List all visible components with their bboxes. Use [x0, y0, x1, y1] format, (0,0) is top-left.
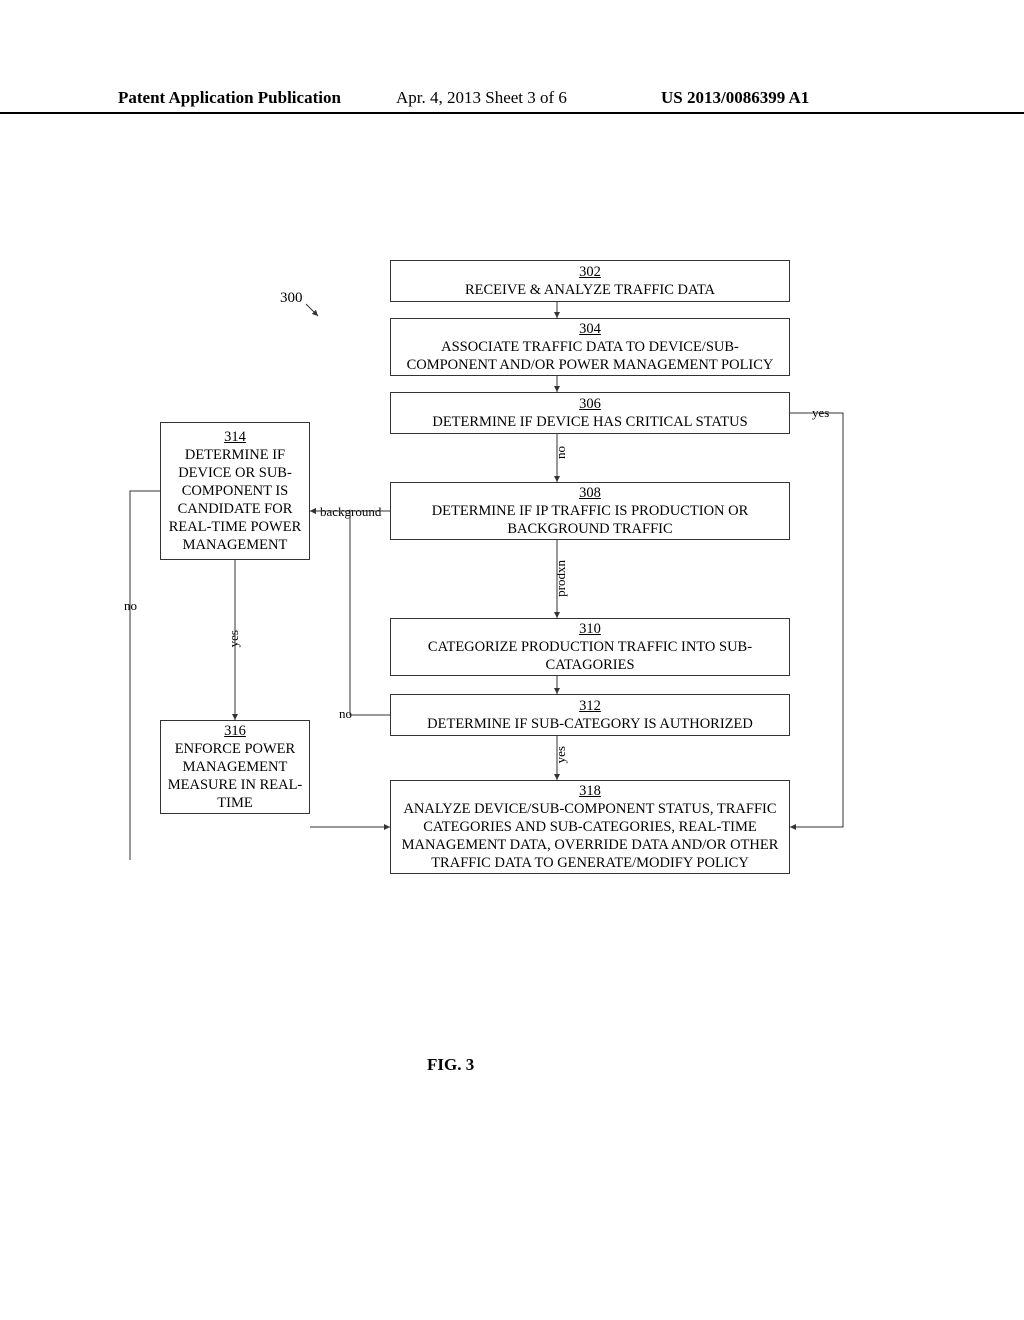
box-316-num: 316	[224, 722, 246, 740]
box-318-text: ANALYZE DEVICE/SUB-COMPONENT STATUS, TRA…	[397, 800, 783, 873]
box-318-num: 318	[579, 782, 601, 800]
box-308: 308 DETERMINE IF IP TRAFFIC IS PRODUCTIO…	[390, 482, 790, 540]
edge-314-yes: yes	[224, 630, 244, 647]
page-header: Patent Application Publication Apr. 4, 2…	[0, 88, 1024, 114]
edge-312-no: no	[337, 706, 354, 722]
edge-308-background: background	[318, 504, 383, 520]
box-312: 312 DETERMINE IF SUB-CATEGORY IS AUTHORI…	[390, 694, 790, 736]
box-312-num: 312	[579, 697, 601, 715]
box-308-num: 308	[579, 484, 601, 502]
box-302: 302 RECEIVE & ANALYZE TRAFFIC DATA	[390, 260, 790, 302]
box-314-num: 314	[224, 428, 246, 446]
box-316: 316 ENFORCE POWER MANAGEMENT MEASURE IN …	[160, 720, 310, 814]
box-314-text: DETERMINE IF DEVICE OR SUB-COMPONENT IS …	[167, 446, 303, 555]
box-310: 310 CATEGORIZE PRODUCTION TRAFFIC INTO S…	[390, 618, 790, 676]
box-308-text: DETERMINE IF IP TRAFFIC IS PRODUCTION OR…	[397, 502, 783, 538]
box-314: 314 DETERMINE IF DEVICE OR SUB-COMPONENT…	[160, 422, 310, 560]
header-right: US 2013/0086399 A1	[661, 88, 809, 108]
box-310-num: 310	[579, 620, 601, 638]
figure-label: FIG. 3	[427, 1055, 474, 1075]
box-302-text: RECEIVE & ANALYZE TRAFFIC DATA	[465, 281, 715, 299]
edge-306-no: no	[551, 446, 571, 459]
box-304: 304 ASSOCIATE TRAFFIC DATA TO DEVICE/SUB…	[390, 318, 790, 376]
box-304-text: ASSOCIATE TRAFFIC DATA TO DEVICE/SUB-COM…	[397, 338, 783, 374]
box-306-num: 306	[579, 395, 601, 413]
header-left: Patent Application Publication	[118, 88, 341, 108]
box-310-text: CATEGORIZE PRODUCTION TRAFFIC INTO SUB-C…	[397, 638, 783, 674]
box-318: 318 ANALYZE DEVICE/SUB-COMPONENT STATUS,…	[390, 780, 790, 874]
edge-308-prodxn: prodxn	[551, 560, 571, 597]
header-center: Apr. 4, 2013 Sheet 3 of 6	[396, 88, 567, 108]
box-302-num: 302	[579, 263, 601, 281]
box-306: 306 DETERMINE IF DEVICE HAS CRITICAL STA…	[390, 392, 790, 434]
box-304-num: 304	[579, 320, 601, 338]
box-312-text: DETERMINE IF SUB-CATEGORY IS AUTHORIZED	[427, 715, 753, 733]
edge-312-yes: yes	[551, 746, 571, 763]
box-306-text: DETERMINE IF DEVICE HAS CRITICAL STATUS	[432, 413, 747, 431]
edge-306-yes: yes	[810, 405, 831, 421]
edge-314-no: no	[122, 598, 139, 614]
box-316-text: ENFORCE POWER MANAGEMENT MEASURE IN REAL…	[167, 740, 303, 813]
ref-300-label: 300	[280, 290, 303, 307]
ref-300-text: 300	[280, 290, 303, 306]
